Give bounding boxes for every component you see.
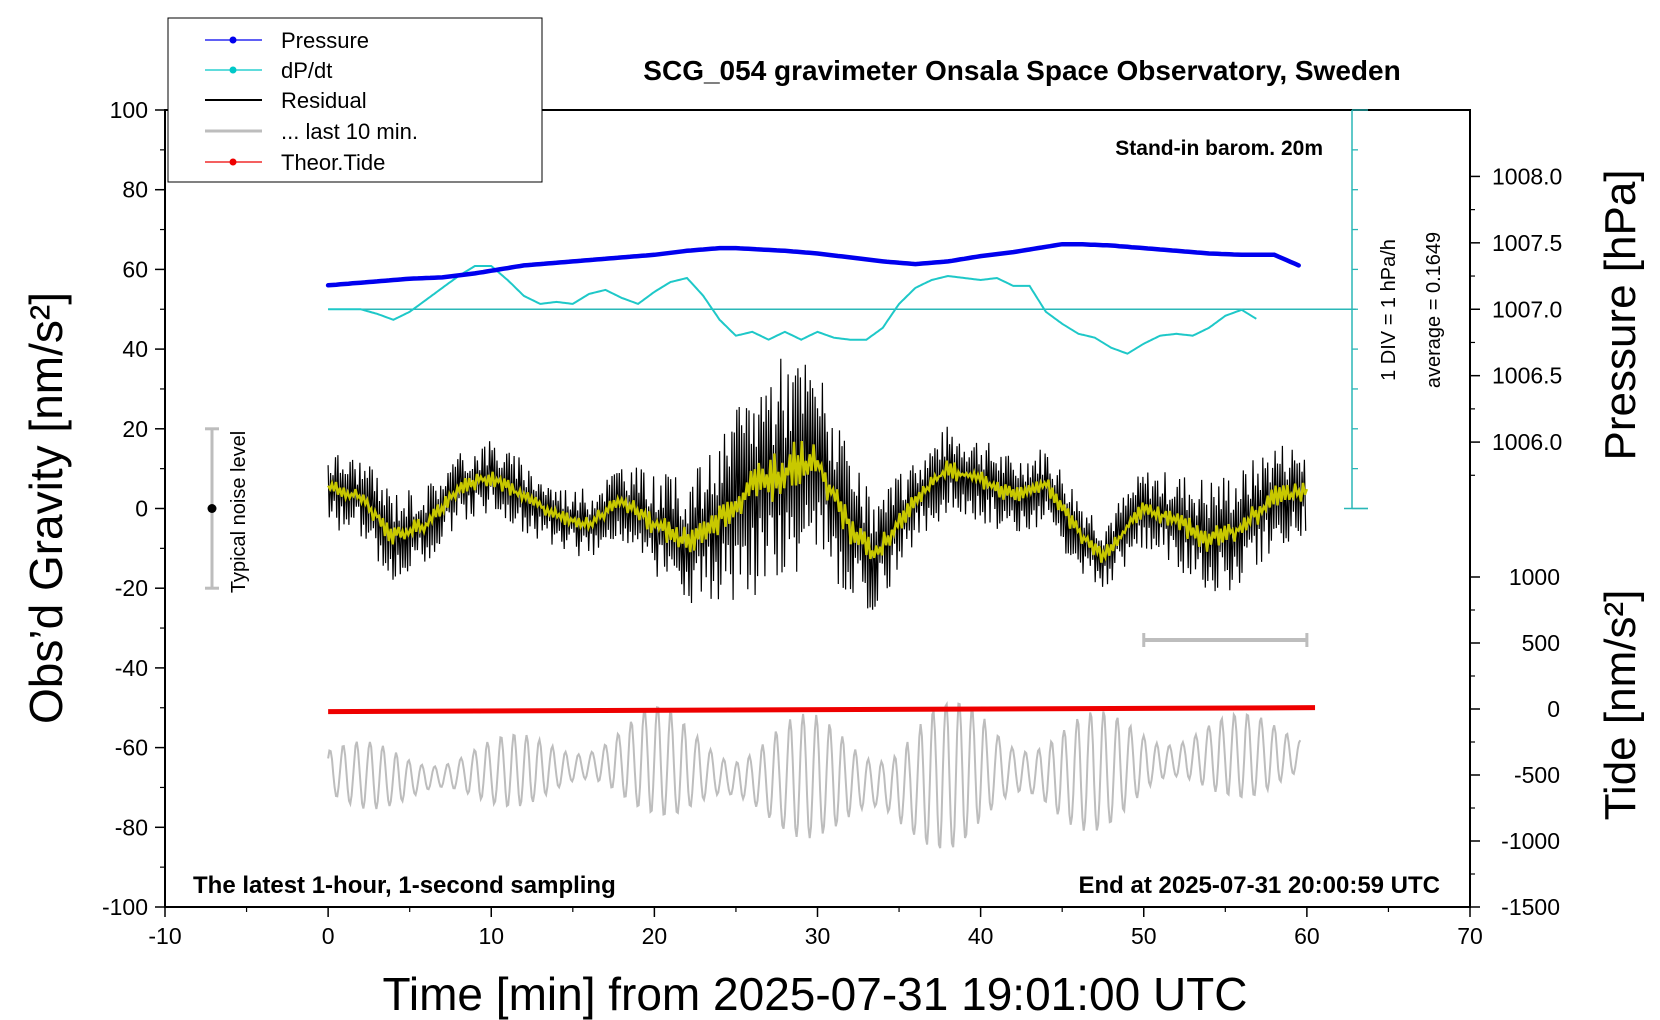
legend-item-pressure: Pressure <box>205 28 369 53</box>
tide-tick-label: 0 <box>1547 696 1560 722</box>
noise-bar-center <box>207 504 217 513</box>
legend-label-tide: Theor.Tide <box>281 150 385 175</box>
x-tick-label: -10 <box>148 923 181 949</box>
legend: Pressure dP/dt Residual ... last 10 min.… <box>167 17 543 183</box>
y-tick-label: 0 <box>135 496 148 522</box>
pressure-tick-label: 1007.5 <box>1492 230 1562 256</box>
y-tick-label: -40 <box>115 655 148 681</box>
tide-axis-ticks: 1000 500 0 -500 -1000 -1500 <box>1470 564 1560 920</box>
last10-range-bar <box>1142 633 1309 648</box>
end-time-note: End at 2025-07-31 20:00:59 UTC <box>1079 872 1441 899</box>
legend-label-last10: ... last 10 min. <box>281 119 418 144</box>
x-axis-ticks: -10 0 10 20 30 40 50 60 70 <box>148 907 1483 949</box>
legend-label-pressure: Pressure <box>281 28 369 53</box>
x-tick-label: 50 <box>1131 923 1157 949</box>
x-tick-label: 0 <box>322 923 335 949</box>
tide-tick-label: 500 <box>1522 630 1560 656</box>
legend-marker-tide <box>229 158 237 166</box>
pressure-tick-label: 1006.5 <box>1492 363 1562 389</box>
y-tick-label: -60 <box>115 735 148 761</box>
pressure-axis-title: Pressure [hPa] <box>1596 169 1645 460</box>
pressure-line <box>325 241 1301 288</box>
y-tick-label: -100 <box>102 894 148 920</box>
pressure-tick-label: 1006.0 <box>1492 429 1562 455</box>
pressure-axis-ticks: 1008.0 1007.5 1007.0 1006.5 1006.0 <box>1470 163 1562 476</box>
legend-label-dpdt: dP/dt <box>281 58 332 83</box>
y-tick-label: -20 <box>115 575 148 601</box>
noise-level-label: Typical noise level <box>228 431 250 593</box>
legend-item-tide: Theor.Tide <box>205 150 385 175</box>
legend-marker-dpdt <box>229 66 237 74</box>
chart-title: SCG_054 gravimeter Onsala Space Observat… <box>643 55 1400 86</box>
pressure-tick-label: 1008.0 <box>1492 163 1562 189</box>
station-note: Stand-in barom. 20m <box>1115 137 1323 160</box>
y-tick-label: 20 <box>122 416 148 442</box>
dpdt-scale-label: 1 DIV = 1 hPa/h <box>1378 239 1400 381</box>
x-tick-label: 70 <box>1457 923 1483 949</box>
last10-line <box>327 700 1302 849</box>
tide-tick-label: -1000 <box>1501 828 1560 854</box>
series-group <box>325 241 1356 849</box>
pressure-tick-label: 1007.0 <box>1492 296 1562 322</box>
y-tick-label: 100 <box>110 97 148 123</box>
residual-smoothed-line <box>327 441 1309 563</box>
tide-tick-label: -500 <box>1514 762 1560 788</box>
legend-item-dpdt: dP/dt <box>205 58 332 83</box>
dpdt-line <box>328 265 1257 355</box>
legend-marker-pressure <box>229 36 237 44</box>
dpdt-average-label: average = 0.1649 <box>1423 232 1445 388</box>
left-axis-title: Obs’d Gravity [nm/s²] <box>20 292 72 724</box>
left-y-axis-ticks: -100 -80 -60 -40 -20 0 20 40 60 80 100 <box>102 97 165 920</box>
y-tick-label: 40 <box>122 336 148 362</box>
legend-item-last10: ... last 10 min. <box>205 119 418 144</box>
y-tick-label: -80 <box>115 814 148 840</box>
y-tick-label: 80 <box>122 177 148 203</box>
x-tick-label: 20 <box>642 923 668 949</box>
x-tick-label: 60 <box>1294 923 1320 949</box>
legend-label-residual: Residual <box>281 88 367 113</box>
x-tick-label: 40 <box>968 923 994 949</box>
tide-tick-label: 1000 <box>1509 564 1560 590</box>
sampling-note: The latest 1-hour, 1-second sampling <box>193 872 616 899</box>
x-axis-title: Time [min] from 2025-07-31 19:01:00 UTC <box>383 968 1248 1020</box>
tide-line <box>328 705 1316 715</box>
y-tick-label: 60 <box>122 256 148 282</box>
legend-item-residual: Residual <box>205 88 367 113</box>
x-tick-label: 10 <box>478 923 504 949</box>
tide-tick-label: -1500 <box>1501 894 1560 920</box>
noise-level-bar <box>205 427 219 590</box>
x-tick-label: 30 <box>805 923 831 949</box>
tide-axis-title: Tide [nm/s²] <box>1596 590 1645 821</box>
